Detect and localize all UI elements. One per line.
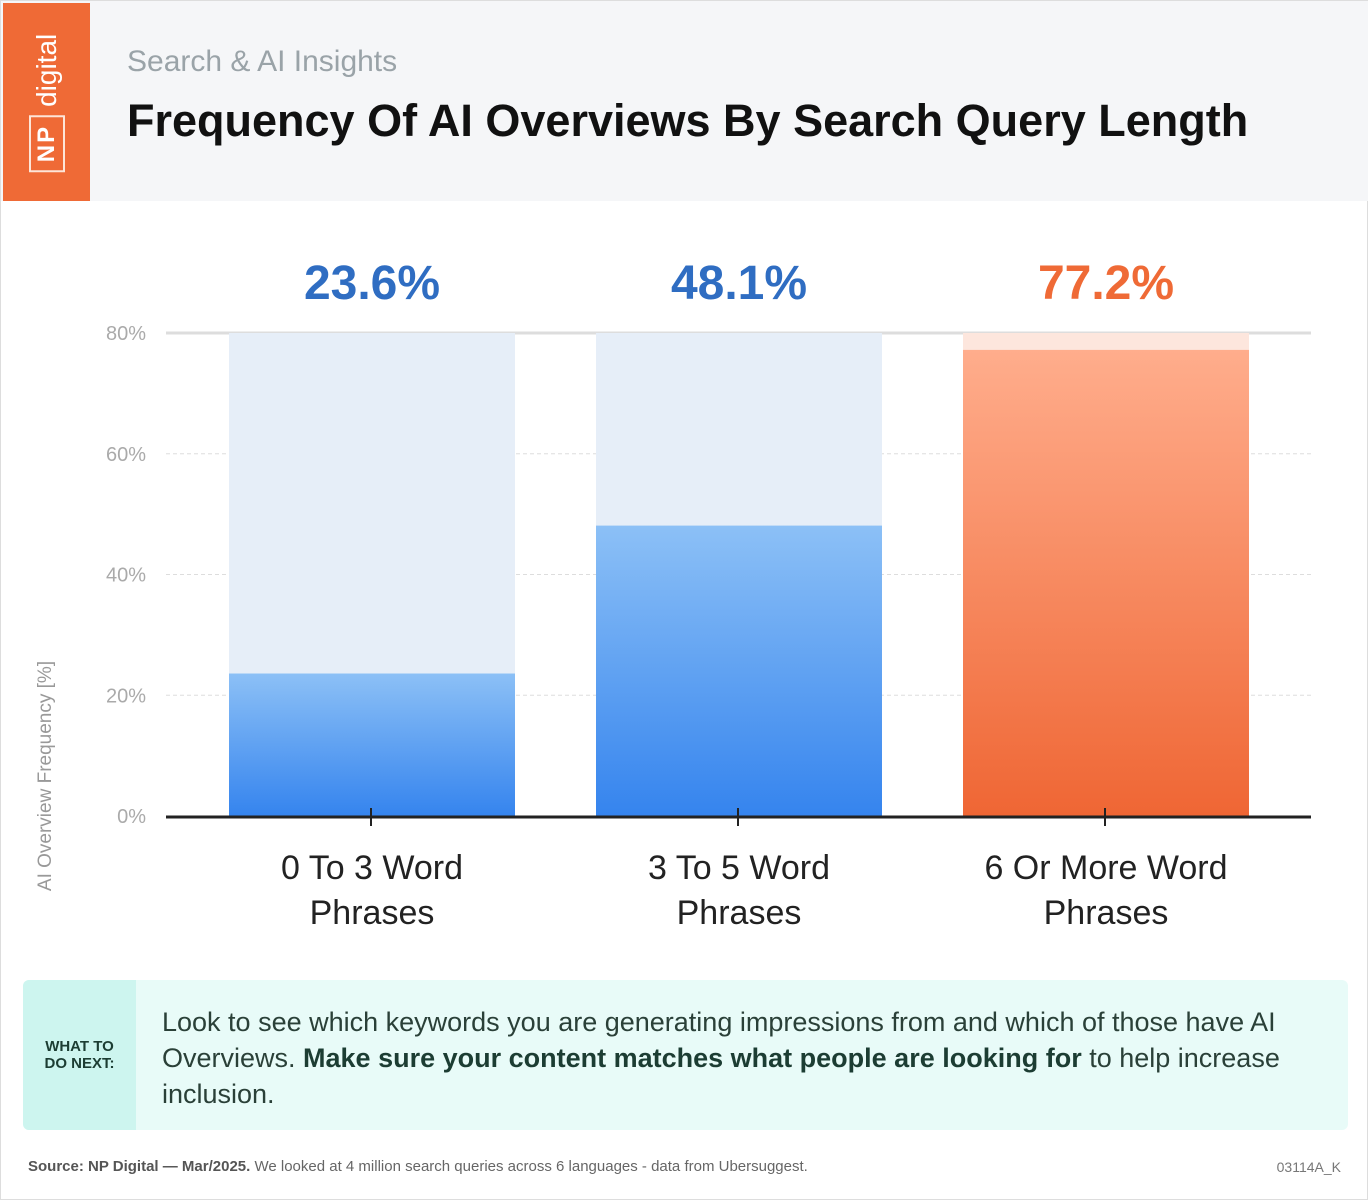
x-tick-label: 0 To 3 Word: [281, 849, 463, 887]
x-tick-label: Phrases: [310, 894, 435, 932]
x-tick-label: 6 Or More Word: [984, 849, 1227, 887]
x-tick-label: Phrases: [677, 894, 802, 932]
callout-text-after: to help increase inclusion.: [162, 1043, 1280, 1109]
x-tick-label: 3 To 5 Word: [648, 849, 830, 887]
subtitle: Search & AI Insights: [127, 45, 398, 78]
bar: [963, 349, 1249, 816]
bar: [229, 673, 515, 816]
callout-label-line2: DO NEXT:: [44, 1055, 115, 1072]
bar-chart: 0% 20% 40% 60% 80% AI Overview Frequency [%] 2…: [35, 257, 1311, 932]
x-tick-label: Phrases: [1044, 894, 1169, 932]
value-label: 77.2%: [1038, 257, 1174, 310]
callout-label: WHAT TO DO NEXT:: [23, 980, 136, 1130]
callout-text-before: Look to see which keywords you are gener…: [162, 1007, 1276, 1073]
header: NP digital Search & AI Insights Frequenc…: [1, 1, 1368, 201]
bar: [596, 525, 882, 816]
what-to-do-next-callout: WHAT TO DO NEXT: Look to see which keywor…: [23, 980, 1348, 1130]
callout-text-bold: Make sure your content matches what peop…: [303, 1043, 1082, 1073]
y-tick-label: 20%: [106, 685, 146, 707]
source-bold: Source: NP Digital — Mar/2025.: [28, 1158, 251, 1175]
chart-title: Frequency Of AI Overviews By Search Quer…: [127, 95, 1249, 146]
y-axis-title: AI Overview Frequency [%]: [35, 661, 56, 891]
value-label: 23.6%: [304, 257, 440, 310]
y-tick-label: 60%: [106, 444, 146, 466]
y-tick-label: 0%: [117, 806, 146, 828]
source-note: Source: NP Digital — Mar/2025. We looked…: [28, 1158, 808, 1175]
callout-label-line1: WHAT TO: [45, 1038, 114, 1055]
callout-text: Look to see which keywords you are gener…: [162, 1004, 1322, 1112]
y-tick-label: 80%: [106, 323, 146, 345]
chart-code: 03114A_K: [1276, 1159, 1341, 1175]
y-tick-label: 40%: [106, 565, 146, 587]
logo-digital: digital: [31, 33, 62, 107]
logo-np: NP: [29, 114, 65, 173]
np-digital-logo: NP digital: [3, 3, 90, 201]
source-text: We looked at 4 million search queries ac…: [250, 1158, 808, 1175]
value-label: 48.1%: [671, 257, 807, 310]
